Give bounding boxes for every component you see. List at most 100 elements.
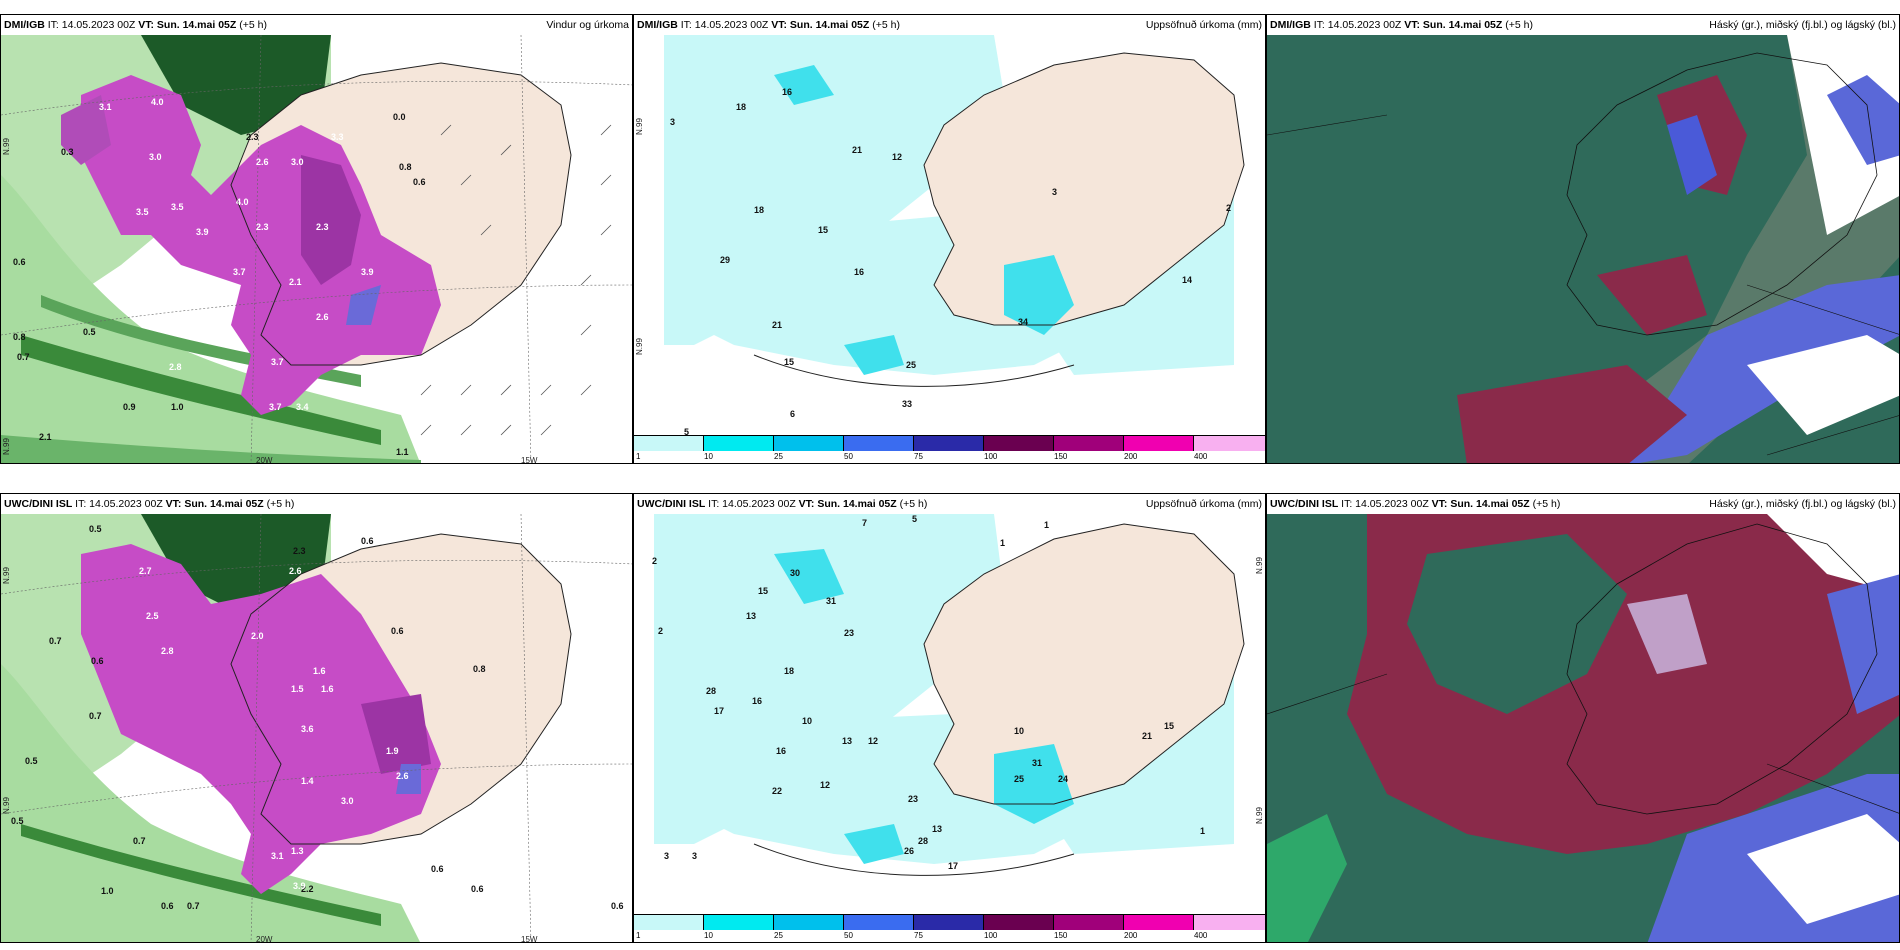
- colorbar-tick: 100: [984, 452, 998, 461]
- precip-value: 31: [826, 596, 836, 606]
- precip-value-labels: 3.1 4.0 2.3 3.0 2.6 3.0 3.5 3.3 0.8 0.6 …: [13, 97, 426, 457]
- precip-value: 15: [758, 586, 768, 596]
- precip-value: 6: [790, 409, 795, 419]
- axis-label-lat1: N.99: [2, 567, 11, 584]
- precip-value: 2.3: [293, 546, 306, 556]
- precip-value: 3.6: [301, 724, 314, 734]
- accum-precip-map: N.99 N.99 3 16 18 21 12 3 18 15 29 16 21…: [634, 35, 1265, 437]
- precip-value: 18: [736, 102, 746, 112]
- colorbar-cell: [1124, 914, 1194, 930]
- colorbar-tick: 25: [774, 452, 783, 461]
- precip-value: 0.6: [161, 901, 174, 911]
- axis-label-lat2: N.99: [2, 438, 11, 455]
- precip-value: 17: [948, 861, 958, 871]
- panel-header: DMI/IGB IT: 14.05.2023 00Z VT: Sun. 14.m…: [1, 15, 632, 35]
- precip-value: 2.3: [316, 222, 329, 232]
- colorbar-cell: [1194, 914, 1265, 930]
- panel-header: DMI/IGB IT: 14.05.2023 00Z VT: Sun. 14.m…: [634, 15, 1265, 35]
- precip-value: 3: [1052, 187, 1057, 197]
- panel-clouds-dmi: DMI/IGB IT: 14.05.2023 00Z VT: Sun. 14.m…: [1266, 14, 1900, 464]
- precip-value: 3: [664, 851, 669, 861]
- panel-clouds-uwc: UWC/DINI ISL IT: 14.05.2023 00Z VT: Sun.…: [1266, 493, 1900, 943]
- colorbar-cell: [634, 435, 704, 451]
- colorbar-legend: 1 10 25 50 75 100 150 200 400: [634, 435, 1265, 463]
- precip-value-labels: 0.5 0.6 2.7 2.6 2.3 0.6 1.6 2.5 2.8 2.0 …: [11, 524, 624, 911]
- precip-value: 10: [802, 716, 812, 726]
- precip-value: 3: [670, 117, 675, 127]
- precip-value: 2.6: [396, 771, 409, 781]
- precip-value: 3.7: [269, 402, 282, 412]
- precip-value: 26: [904, 846, 914, 856]
- precip-value: 34: [1018, 317, 1028, 327]
- model-name: UWC/DINI ISL: [4, 498, 73, 510]
- colorbar-cell: [844, 914, 914, 930]
- precip-value: 12: [892, 152, 902, 162]
- colorbar-cell: [1194, 435, 1265, 451]
- precip-value: 3.7: [271, 357, 284, 367]
- precip-value: 13: [932, 824, 942, 834]
- precip-value: 16: [782, 87, 792, 97]
- wind-precip-map: N.99 N.99 20W 15W 3.1 4.0 2.3 3.0 2.6 3.…: [1, 35, 632, 463]
- precip-value: 2.6: [256, 157, 269, 167]
- colorbar-cell: [634, 914, 704, 930]
- colorbar-legend: 1 10 25 50 75 100 150 200 400: [634, 914, 1265, 942]
- precip-value: 0.6: [13, 257, 26, 267]
- precip-value: 2: [658, 626, 663, 636]
- precip-value: 1.3: [291, 846, 304, 856]
- valid-time: VT: Sun. 14.mai 05Z: [165, 498, 264, 510]
- axis-label-lat2: N.99: [2, 797, 11, 814]
- precip-value: 3.4: [296, 402, 309, 412]
- precip-value: 3.1: [271, 851, 284, 861]
- precip-value-labels: 7 5 2 1 13 15 30 31 23 28 16 13 10 12 16…: [652, 514, 1205, 871]
- colorbar-tick: 75: [914, 931, 923, 940]
- precip-value: 3.9: [196, 227, 209, 237]
- panel-title: Vindur og úrkoma: [546, 19, 629, 31]
- precip-value: 3.0: [291, 157, 304, 167]
- precip-value: 13: [842, 736, 852, 746]
- precip-value: 28: [918, 836, 928, 846]
- axis-label-lon2: 15W: [521, 935, 538, 943]
- precip-value: 13: [746, 611, 756, 621]
- axis-label-lat1: N.99: [2, 138, 11, 155]
- colorbar-cell: [704, 914, 774, 930]
- panel-title: Uppsöfnuð úrkoma (mm): [1145, 19, 1262, 31]
- precip-value: 2.0: [251, 631, 264, 641]
- precip-value: 0.6: [611, 901, 624, 911]
- panel-header: UWC/DINI ISL IT: 14.05.2023 00Z VT: Sun.…: [1, 494, 632, 514]
- precip-value: 0.7: [133, 836, 146, 846]
- model-name: UWC/DINI ISL: [637, 498, 706, 510]
- lead-time: (+5 h): [896, 498, 928, 510]
- precip-value: 0.5: [89, 524, 102, 534]
- precip-value: 4.0: [236, 197, 249, 207]
- precip-value: 16: [752, 696, 762, 706]
- precip-value: 16: [854, 267, 864, 277]
- precip-value: 2.5: [146, 611, 159, 621]
- precip-value: 2.2: [301, 884, 314, 894]
- precip-value: 14: [1182, 275, 1192, 285]
- panel-accum-precip-uwc: UWC/DINI ISL IT: 14.05.2023 00Z VT: Sun.…: [633, 493, 1266, 943]
- accum-precip-map: N.99 N.99 7 5 2 1 13 15 30 31 23 28 16 1…: [634, 514, 1265, 916]
- precip-value: 0.9: [123, 402, 136, 412]
- colorbar-cell: [774, 914, 844, 930]
- init-time: IT: 14.05.2023 00Z: [72, 498, 166, 510]
- precip-value: 0.6: [471, 884, 484, 894]
- panel-header: DMI/IGB IT: 14.05.2023 00Z VT: Sun. 14.m…: [1267, 15, 1899, 35]
- precip-value: 1.4: [301, 776, 314, 786]
- precip-value: 2.8: [161, 646, 174, 656]
- precip-value: 3.5: [136, 207, 149, 217]
- colorbar-tick: 150: [1054, 931, 1068, 940]
- colorbar-cell: [774, 435, 844, 451]
- precip-value: 0.7: [49, 636, 62, 646]
- model-name: DMI/IGB: [1270, 19, 1311, 31]
- init-time: IT: 14.05.2023 00Z: [677, 19, 772, 31]
- lead-time: (+5 h): [1529, 498, 1561, 510]
- precip-value: 0.6: [391, 626, 404, 636]
- panel-header: UWC/DINI ISL IT: 14.05.2023 00Z VT: Sun.…: [634, 494, 1265, 514]
- axis-label-lat1: N.99: [635, 118, 644, 135]
- lead-time: (+5 h): [869, 19, 900, 31]
- colorbar-tick: 150: [1054, 452, 1068, 461]
- precip-value: 1.1: [396, 447, 409, 457]
- colorbar-tick: 100: [984, 931, 998, 940]
- precip-value: 1: [1000, 538, 1005, 548]
- precip-value: 1: [1200, 826, 1205, 836]
